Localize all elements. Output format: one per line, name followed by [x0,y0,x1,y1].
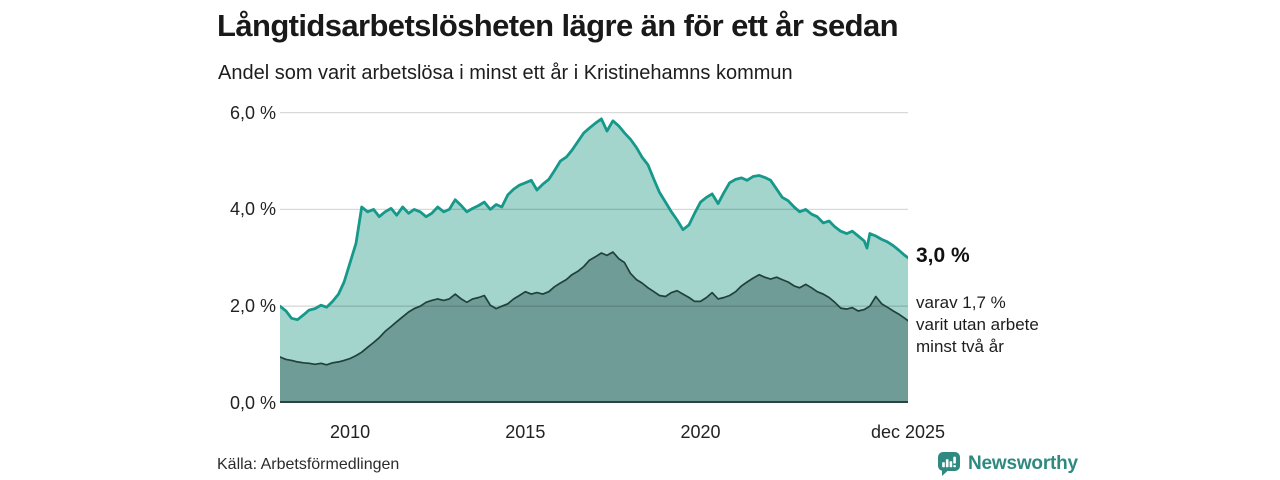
chart-title: Långtidsarbetslösheten lägre än för ett … [217,8,899,43]
y-axis-tick-label: 0,0 % [229,393,276,413]
newsworthy-logo: Newsworthy [938,452,1078,476]
series-end-value-label: 3,0 % [916,244,970,267]
newsworthy-bubble-chart-icon [938,452,960,476]
y-axis-tick-label: 4,0 % [229,199,276,220]
x-axis-tick-label: 2015 [505,422,546,442]
x-axis-tick-label: 2010 [330,422,371,442]
plot-area [278,100,910,406]
series-note-label: varav 1,7 % varit utan arbete minst två … [916,293,1039,356]
y-axis-tick-label: 2,0 % [229,296,276,317]
x-axis-tick-label: dec 2025 [870,422,946,442]
area-chart-svg [278,111,910,404]
y-axis-tick-label: 6,0 % [229,102,276,123]
chart-subtitle: Andel som varit arbetslösa i minst ett å… [218,62,793,84]
x-axis-tick-label: 2020 [680,422,721,442]
source-caption: Källa: Arbetsförmedlingen [217,456,400,473]
newsworthy-wordmark: Newsworthy [968,453,1078,474]
